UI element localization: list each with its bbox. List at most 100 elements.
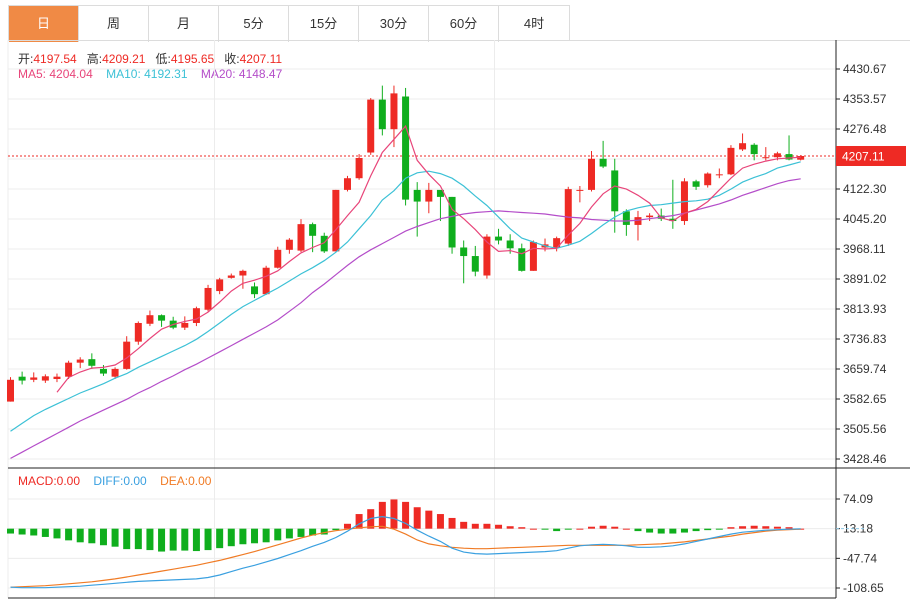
macd-bar [483, 523, 491, 529]
high-label: 高: [86, 52, 103, 66]
tab-day[interactable]: 日 [9, 6, 79, 42]
candle-body [309, 224, 317, 236]
candle [355, 154, 363, 180]
close-value: 4207.11 [239, 52, 283, 66]
candle-body [495, 236, 503, 241]
dea-label: DEA: [160, 474, 189, 488]
candle-body [402, 96, 410, 200]
ohlc-legend: 开:4197.54 高:4209.21 低:4195.65 收:4207.11 [18, 50, 282, 67]
tab-15min[interactable]: 15分 [289, 6, 359, 42]
ma10-line [10, 161, 801, 432]
open-value: 4197.54 [33, 52, 77, 66]
ma20-label: MA20: [200, 67, 236, 81]
macd-bar [169, 528, 177, 551]
macd-bar [657, 528, 665, 534]
macd-bar [588, 526, 595, 529]
y-tick-label: 3582.65 [843, 392, 887, 406]
macd-bar [123, 528, 131, 550]
y-tick-label: 4122.30 [843, 182, 887, 196]
candle [553, 236, 561, 252]
macd-bar [715, 528, 723, 530]
macd-bar [355, 514, 363, 529]
candle [111, 367, 119, 380]
candle [471, 245, 479, 277]
candle-body [332, 189, 340, 252]
ma5-label: MA5: [18, 67, 47, 81]
candle [216, 277, 224, 295]
candle-body [343, 178, 351, 190]
ma20-value: 4148.47 [238, 67, 283, 81]
candle-body [146, 315, 154, 324]
candle [343, 175, 351, 192]
macd-bar [646, 528, 654, 533]
macd-bar [553, 528, 561, 532]
y-tick-label: 3736.83 [843, 332, 887, 346]
macd-bar [111, 528, 119, 547]
candle-body [7, 379, 14, 402]
candle-body [704, 173, 712, 186]
tab-week[interactable]: 周 [79, 6, 149, 42]
macd-bar [88, 528, 96, 544]
ma20-line [10, 178, 801, 459]
tab-4hour[interactable]: 4时 [499, 6, 569, 42]
tab-5min[interactable]: 5分 [219, 6, 289, 42]
candle-body [727, 147, 735, 175]
y-tick-label: 3813.93 [843, 302, 887, 316]
candle-body [762, 157, 770, 159]
candle-body [274, 249, 282, 268]
macd-value: 0.00 [56, 474, 81, 488]
ma-legend: MA5: 4204.04 MA10: 4192.31 MA20: 4148.47 [18, 67, 282, 81]
candle [181, 316, 189, 330]
candle [204, 284, 212, 312]
macd-bar [727, 527, 735, 529]
candle [518, 243, 526, 272]
candle [18, 371, 26, 385]
candle [495, 228, 503, 245]
candle [588, 150, 595, 192]
candle [564, 186, 572, 246]
candle-body [739, 143, 747, 150]
candle-body [436, 189, 444, 197]
candle-body [483, 236, 491, 276]
ma5-legend: MA5: 4204.04 [18, 67, 93, 81]
candle-body [692, 181, 700, 187]
candle-body [239, 270, 247, 276]
high-value: 4209.21 [102, 52, 146, 66]
tab-30min[interactable]: 30分 [359, 6, 429, 42]
candle [611, 158, 619, 233]
candle-body [53, 376, 61, 380]
macd-bar [134, 528, 142, 550]
ma20-legend: MA20: 4148.47 [201, 67, 282, 81]
candle-body [564, 189, 572, 244]
candle [762, 147, 770, 161]
y-tick-label: 3891.02 [843, 272, 887, 286]
ma10-label: MA10: [106, 67, 141, 81]
candle-body [123, 341, 131, 369]
macd-bar [274, 528, 282, 541]
candle [436, 189, 444, 222]
macd-bar [30, 528, 38, 536]
tabbar-divider [8, 40, 910, 41]
macd-bar [378, 501, 386, 529]
macd-bar [576, 528, 584, 530]
macd-bar [320, 528, 328, 535]
candle [274, 246, 282, 269]
candle [448, 196, 456, 254]
candle-body [471, 256, 479, 272]
macd-bar [750, 525, 758, 529]
candle-body [750, 144, 758, 155]
tab-60min[interactable]: 60分 [429, 6, 499, 42]
tab-month[interactable]: 月 [149, 6, 219, 42]
macd-bar [332, 528, 340, 531]
macd-bar [192, 528, 200, 552]
candle [65, 360, 73, 380]
macd-bar [739, 526, 747, 529]
candle-body [634, 217, 642, 225]
candle [262, 265, 270, 295]
macd-bar [53, 528, 61, 539]
candle-body [367, 99, 375, 153]
candle [169, 316, 177, 330]
candle [297, 219, 305, 253]
y-tick-label: 4276.48 [843, 122, 887, 136]
